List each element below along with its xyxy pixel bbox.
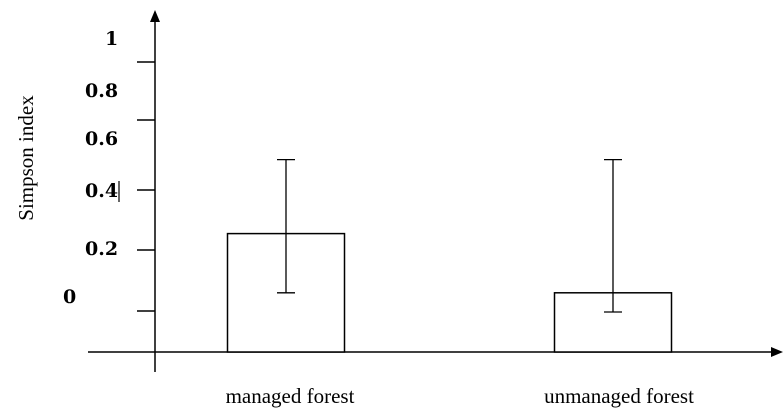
y-axis-ticks: [137, 61, 155, 312]
y-tick-label: 0.2: [85, 238, 118, 260]
y-tick-label: 0.4: [85, 180, 118, 202]
error-bar: [277, 158, 295, 294]
category-label: managed forest: [226, 384, 355, 408]
axes: [88, 10, 783, 372]
y-tick-label: 0.6: [85, 128, 118, 150]
y-tick-label: 0.8: [85, 80, 118, 102]
x-axis-arrowhead: [771, 347, 783, 357]
y-axis-title: Simpson index: [14, 95, 38, 221]
y-tick-label: 1: [105, 28, 118, 50]
error-bar: [604, 158, 622, 313]
y-axis-tick-labels: 1 0.8 0.6 0.4 0.2 0: [63, 28, 120, 308]
y-axis-arrowhead: [150, 10, 160, 22]
y-tick-label: 0: [63, 286, 76, 308]
error-bars: [277, 158, 622, 313]
category-label: unmanaged forest: [544, 384, 694, 408]
category-labels: managed forest unmanaged forest: [226, 384, 695, 408]
